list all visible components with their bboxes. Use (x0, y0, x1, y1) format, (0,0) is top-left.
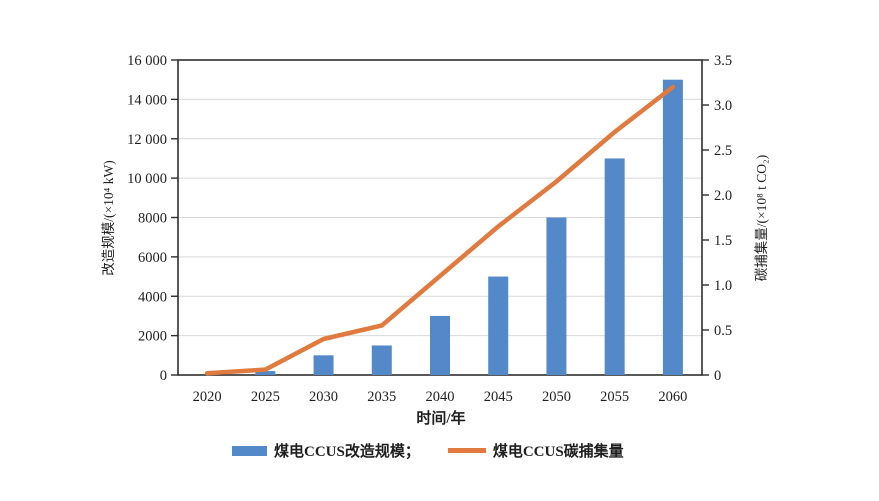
x-axis-tick-label: 2035 (367, 389, 396, 405)
x-axis-tick-label: 2055 (600, 389, 629, 405)
bar (313, 355, 334, 375)
right-axis-tick-label: 1.0 (714, 278, 732, 294)
x-axis-tick-label: 2060 (658, 389, 687, 405)
x-axis-tick-label: 2040 (426, 389, 455, 405)
x-axis-tick-label: 2030 (309, 389, 338, 405)
bar (371, 345, 392, 375)
left-axis-tick-label: 2000 (138, 329, 167, 345)
left-axis-tick-label: 8000 (138, 211, 167, 227)
left-axis-tick-label: 16 000 (127, 53, 167, 69)
x-axis-title: 时间/年 (416, 411, 466, 427)
left-axis-tick-label: 14 000 (127, 92, 167, 108)
bar (662, 79, 683, 375)
bar-series-swatch (232, 445, 267, 456)
bar (546, 217, 567, 375)
left-y-axis-title: 改造规模/(×10⁴ kW) (101, 160, 116, 276)
line-series (204, 84, 676, 376)
left-axis-tick-label: 12 000 (127, 132, 167, 148)
x-axis-tick-label: 2020 (193, 389, 222, 405)
right-axis-tick-label: 1.5 (714, 233, 732, 249)
right-axis-tick-label: 2.0 (714, 188, 732, 204)
right-axis-tick-label: 2.5 (714, 143, 732, 159)
right-y-axis-title: 碳捕集量/(×10⁸ t CO₂) (754, 154, 769, 282)
bar (255, 371, 276, 375)
x-axis-tick-label: 2050 (542, 389, 571, 405)
right-axis-tick-label: 3.5 (714, 53, 732, 69)
x-axis-tick-label: 2025 (251, 389, 280, 405)
right-axis-tick-label: 3.0 (714, 98, 732, 114)
left-axis-tick-label: 0 (160, 368, 167, 384)
bar (604, 158, 625, 375)
chart-legend: 煤电CCUS改造规模； 煤电CCUS碳捕集量 (232, 440, 624, 461)
left-axis-tick-label: 10 000 (127, 171, 167, 187)
line-series-legend-label: 煤电CCUS碳捕集量 (492, 444, 624, 460)
bar (430, 315, 450, 375)
legend-item-bar-series: 煤电CCUS改造规模； (232, 440, 420, 461)
right-axis-tick-label: 0.5 (714, 323, 732, 339)
left-axis-tick-label: 6000 (138, 250, 167, 266)
bar (488, 276, 509, 375)
x-axis-tick-label: 2045 (484, 389, 513, 405)
left-axis-tick-label: 4000 (138, 289, 167, 305)
bar-series-legend-label: 煤电CCUS改造规模； (274, 444, 420, 460)
right-axis-tick-label: 0 (714, 368, 721, 384)
line-series-swatch (447, 448, 486, 453)
legend-item-line-series: 煤电CCUS碳捕集量 (420, 440, 624, 461)
